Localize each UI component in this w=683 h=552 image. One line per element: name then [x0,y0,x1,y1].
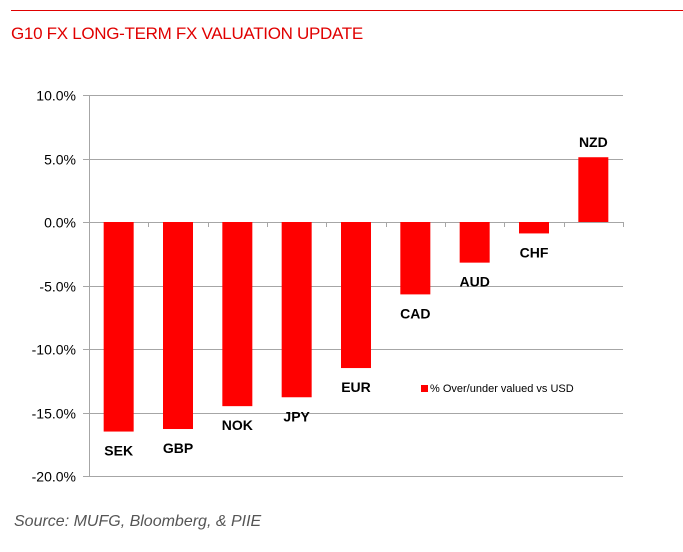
bar-chf [519,222,549,234]
bars [103,157,609,432]
bar-sek [103,222,134,432]
bar-nok [222,222,253,407]
legend-label: % Over/under valued vs USD [430,383,574,395]
category-label-chf: CHF [520,244,549,260]
category-label-nok: NOK [222,417,253,433]
category-label-sek: SEK [104,443,133,459]
bar-eur [341,222,371,369]
bar-jpy [281,222,312,398]
y-tick-label: -20.0% [32,469,76,485]
category-labels: SEK GBP NOK JPY EUR CAD AUD CHF NZD [104,134,607,458]
bar-nzd [578,157,609,222]
y-tick-label: 10.0% [36,88,76,104]
category-label-eur: EUR [341,379,371,395]
y-axis-ticks: 10.0% 5.0% 0.0% -5.0% -10.0% -15.0% -20.0% [32,88,76,485]
bar-cad [400,222,431,295]
y-tick-label: -5.0% [39,279,76,295]
legend: % Over/under valued vs USD [421,383,574,395]
y-tick-label: -10.0% [32,342,76,358]
category-label-jpy: JPY [283,408,310,424]
top-rule [11,10,683,11]
legend-swatch [421,385,428,392]
category-label-cad: CAD [400,305,430,321]
y-tick-label: 0.0% [44,215,76,231]
bar-aud [459,222,490,263]
page-title: G10 FX LONG-TERM FX VALUATION UPDATE [11,24,363,43]
category-label-nzd: NZD [579,134,608,150]
category-label-aud: AUD [459,274,489,290]
y-tick-label: -15.0% [32,406,76,422]
y-tick-label: 5.0% [44,152,76,168]
source-note: Source: MUFG, Bloomberg, & PIIE [14,513,262,530]
bar-gbp [163,222,193,430]
category-label-gbp: GBP [163,440,193,456]
